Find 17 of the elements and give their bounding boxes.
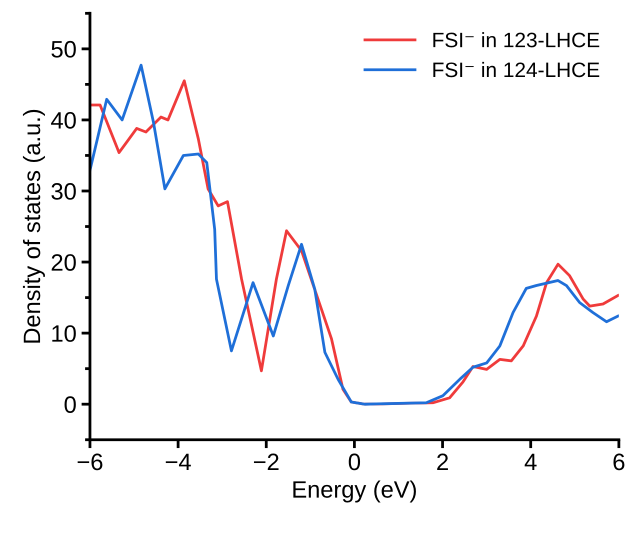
x-tick-label: −2 <box>254 454 279 470</box>
y-tick-label: 20 <box>52 254 76 271</box>
y-axis-title: Density of states (a.u.) <box>22 110 45 343</box>
y-tick-label: 30 <box>51 183 76 200</box>
x-tick-label: 4 <box>524 454 537 470</box>
y-tick-label: 40 <box>51 112 76 129</box>
x-tick-label: 0 <box>348 454 360 470</box>
legend-label: FSI⁻ in 123-LHCE <box>433 32 600 48</box>
x-tick-label: −6 <box>78 454 102 470</box>
x-tick-label: −4 <box>166 454 191 470</box>
x-tick-label: 2 <box>437 454 448 470</box>
x-tick-label: 6 <box>613 454 624 470</box>
legend-label: FSI⁻ in 124-LHCE <box>433 62 600 78</box>
y-tick-label: 10 <box>52 325 76 342</box>
y-tick-label: 50 <box>51 40 76 58</box>
x-axis-title: Energy (eV) <box>293 480 416 502</box>
y-tick-label: 0 <box>64 396 76 413</box>
